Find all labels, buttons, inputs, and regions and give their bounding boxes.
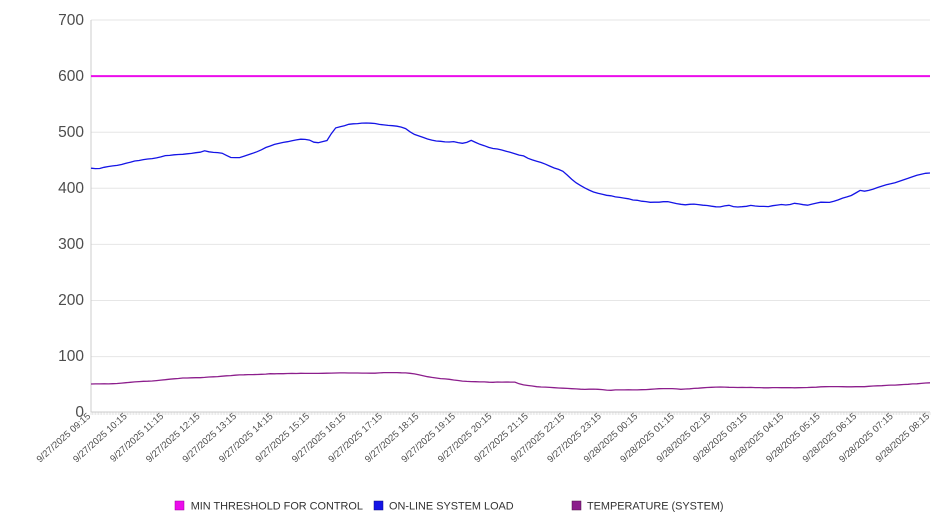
- svg-text:600: 600: [58, 68, 84, 85]
- svg-text:TEMPERATURE (SYSTEM): TEMPERATURE (SYSTEM): [587, 500, 724, 512]
- svg-text:ON-LINE SYSTEM LOAD: ON-LINE SYSTEM LOAD: [389, 500, 514, 512]
- svg-text:200: 200: [58, 292, 84, 309]
- svg-text:700: 700: [58, 12, 84, 29]
- svg-text:MIN THRESHOLD FOR CONTROL: MIN THRESHOLD FOR CONTROL: [191, 500, 363, 512]
- svg-text:300: 300: [58, 236, 84, 253]
- svg-text:400: 400: [58, 180, 84, 197]
- svg-text:100: 100: [58, 348, 84, 365]
- svg-text:500: 500: [58, 124, 84, 141]
